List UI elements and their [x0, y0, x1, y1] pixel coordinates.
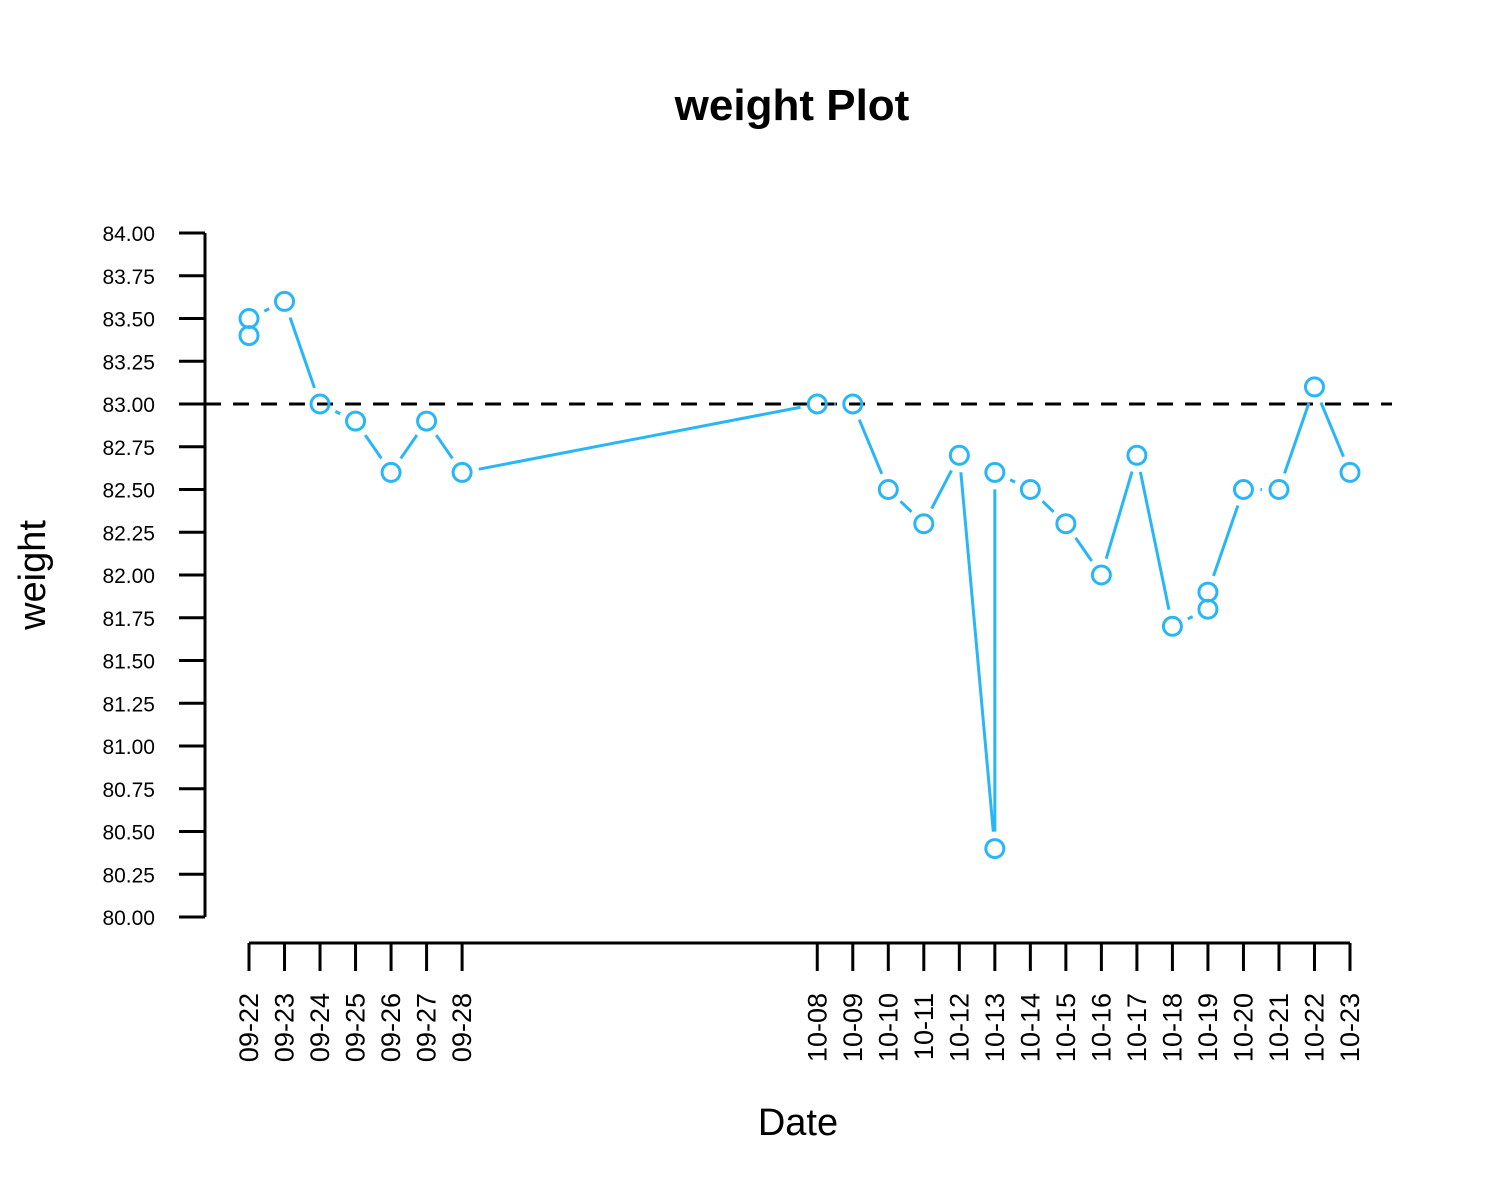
- y-tick-label: 84.00: [102, 223, 155, 246]
- x-tick-label: 09-23: [270, 993, 300, 1062]
- y-tick-label: 83.75: [102, 266, 155, 289]
- x-tick-label: 09-24: [305, 993, 335, 1062]
- x-tick-label: 09-22: [234, 993, 264, 1062]
- data-point: [1090, 564, 1112, 586]
- series-segment: [363, 434, 383, 460]
- x-tick-label: 10-14: [1015, 993, 1045, 1062]
- data-point: [1197, 581, 1219, 603]
- y-tick-label: 80.25: [102, 864, 155, 887]
- data-point: [1161, 615, 1183, 637]
- data-point: [806, 393, 828, 415]
- data-point: [1019, 479, 1041, 500]
- y-tick-label: 83.00: [102, 394, 155, 417]
- series-segment: [1009, 478, 1016, 484]
- data-point: [274, 290, 296, 312]
- x-tick-label: 09-25: [341, 993, 371, 1062]
- y-tick-label: 82.50: [102, 480, 155, 503]
- series-segment: [1041, 500, 1055, 513]
- x-tick-label: 10-19: [1193, 993, 1223, 1062]
- y-axis-title: weight: [12, 520, 54, 631]
- y-tick-label: 82.75: [102, 437, 155, 460]
- series-segment: [334, 410, 341, 416]
- x-tick-label: 10-08: [802, 993, 832, 1062]
- series-segment: [1212, 505, 1240, 577]
- x-axis-title: Date: [758, 1102, 838, 1144]
- x-tick-label: 10-20: [1228, 993, 1258, 1062]
- series-point-layer: [238, 290, 1361, 860]
- chart-title: weight Plot: [674, 81, 910, 130]
- x-tick-label: 10-22: [1299, 993, 1329, 1062]
- y-tick-label: 80.75: [102, 779, 155, 802]
- data-point: [842, 393, 864, 415]
- y-tick-label: 81.50: [102, 651, 155, 674]
- y-tick-label: 83.25: [102, 351, 155, 374]
- x-tick-label: 09-27: [412, 993, 442, 1062]
- series-segment: [1104, 471, 1134, 560]
- data-point: [913, 513, 935, 535]
- data-point: [1126, 444, 1148, 466]
- data-point: [416, 410, 438, 432]
- x-tick-label: 10-23: [1335, 993, 1365, 1062]
- series-segment: [930, 469, 953, 510]
- x-tick-label: 10-12: [944, 993, 974, 1062]
- data-point: [451, 461, 473, 483]
- x-tick-label: 10-11: [909, 993, 939, 1060]
- y-tick-label: 81.00: [102, 736, 155, 759]
- x-tick-label: 10-21: [1264, 993, 1294, 1062]
- y-tick-label: 81.75: [102, 608, 155, 631]
- y-axis: 80.00 80.25 80.50 80.75 81.00 81.25 81.50 81.75…: [102, 223, 207, 930]
- data-point: [1268, 479, 1290, 500]
- x-axis: 09-22 09-23 09-24 09-25 09-26 09-27 09-28 10-08…: [234, 941, 1365, 1062]
- series-segment: [1074, 536, 1093, 562]
- x-tick-label: 09-26: [376, 993, 406, 1062]
- series-segment: [435, 434, 454, 460]
- x-tick-label: 10-17: [1122, 993, 1152, 1062]
- data-point: [345, 410, 367, 432]
- series-segment: [1138, 471, 1171, 610]
- y-tick-label: 81.25: [102, 693, 155, 716]
- data-point: [1339, 461, 1361, 483]
- series-line-layer: [263, 307, 1345, 832]
- data-point: [309, 393, 331, 415]
- data-point: [380, 461, 402, 483]
- x-tick-label: 10-18: [1157, 993, 1187, 1062]
- series-segment: [1319, 402, 1345, 458]
- data-point: [1197, 598, 1219, 620]
- data-point: [877, 479, 899, 500]
- x-tick-label: 10-13: [980, 993, 1010, 1062]
- series-segment: [1283, 402, 1311, 474]
- y-tick-label: 80.00: [102, 907, 155, 930]
- y-tick-label: 83.50: [102, 309, 155, 332]
- series-segment: [399, 434, 419, 460]
- data-point: [984, 838, 1006, 860]
- y-tick-label: 82.25: [102, 522, 155, 545]
- y-tick-label: 82.00: [102, 565, 155, 588]
- x-tick-label: 10-15: [1051, 993, 1081, 1062]
- x-tick-label: 10-09: [838, 993, 868, 1062]
- x-tick-label: 09-28: [447, 993, 477, 1062]
- data-point: [238, 325, 260, 347]
- series-segment: [1187, 615, 1194, 621]
- x-tick-label: 10-16: [1086, 993, 1116, 1062]
- series-segment: [478, 405, 801, 471]
- series-segment: [899, 500, 913, 513]
- series-segment: [288, 316, 316, 389]
- series-segment: [857, 419, 884, 475]
- data-point: [984, 461, 1006, 483]
- x-tick-label: 10-10: [873, 993, 903, 1062]
- data-point: [1303, 376, 1325, 398]
- series-segment: [263, 307, 270, 313]
- data-point: [1232, 479, 1254, 500]
- data-point: [238, 308, 260, 329]
- series-segment: [959, 472, 995, 832]
- y-tick-label: 80.50: [102, 822, 155, 845]
- data-point: [948, 444, 970, 466]
- data-point: [1055, 513, 1077, 535]
